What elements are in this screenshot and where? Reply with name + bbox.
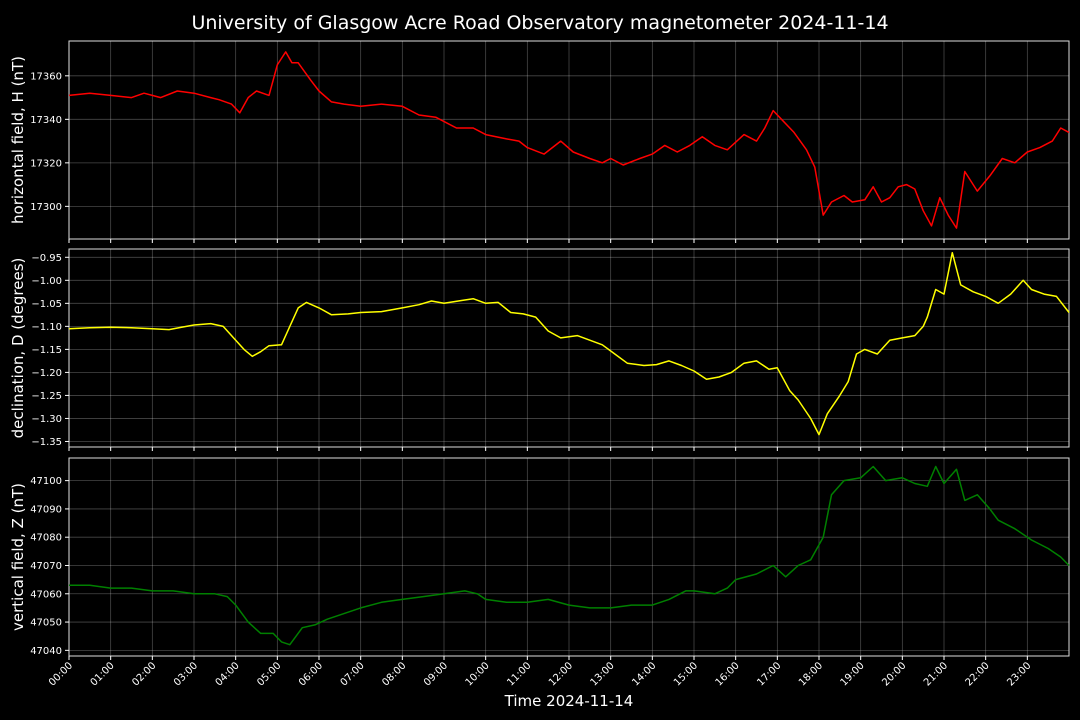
panel-z-ytick-label: 47060 [30,589,62,600]
panel-h-series-line [68,51,1070,229]
panel-z-ytick-label: 47050 [30,618,62,629]
panel-z-ytick-label: 47040 [30,646,62,657]
x-tick-label: 01:00 [89,660,117,688]
x-tick-label: 06:00 [297,660,325,688]
panel-d-ytick-label: −0.95 [31,253,62,264]
x-tick-label: 20:00 [880,660,908,688]
panel-d-ytick-label: −1.35 [31,437,62,448]
x-tick-label: 10:00 [464,660,492,688]
x-tick-label: 02:00 [130,660,158,688]
panel-h-ytick-label: 17300 [30,202,62,213]
panel-z-ytick-label: 47070 [30,561,62,572]
panel-d-frame [68,248,1070,448]
panel-d-ytick-label: −1.20 [31,368,62,379]
panel-z: 47040 47050 47060 47070 47080 47090 47100verti… [9,457,1070,660]
chart-title: University of Glasgow Acre Road Observat… [191,12,888,34]
panel-z-ytick-label: 47090 [30,504,62,515]
x-tick-label: 22:00 [964,660,992,688]
x-tick-label: 03:00 [172,660,200,688]
panel-z-frame [68,457,1070,657]
x-tick-label: 21:00 [922,660,950,688]
panel-z-ytick-label: 47080 [30,533,62,544]
x-axis-label: Time 2024-11-14 [504,692,634,710]
panel-h-frame [68,40,1070,240]
panel-h-y-axis-label: horizontal field, H (nT) [9,56,27,224]
x-tick-label: 16:00 [714,660,742,688]
x-tick-label: 14:00 [630,660,658,688]
x-tick-label: 19:00 [839,660,867,688]
panel-h-ytick-label: 17320 [30,158,62,169]
panel-d-ytick-label: −1.00 [31,276,62,287]
panel-d-ytick-label: −1.05 [31,299,62,310]
panel-z-y-axis-label: vertical field, Z (nT) [9,483,27,631]
x-tick-label: 23:00 [1005,660,1033,688]
panel-h-ytick-label: 17360 [30,71,62,82]
panel-d-ytick-label: −1.10 [31,322,62,333]
panel-h-ytick-label: 17340 [30,115,62,126]
x-tick-label: 08:00 [380,660,408,688]
panel-d-ytick-label: −1.30 [31,414,62,425]
panel-d: −1.35 −1.30 −1.25 −1.20 −1.15 −1.10 −1.05 −1.00… [9,248,1070,451]
panel-z-series-line [69,465,1070,646]
x-tick-label: 17:00 [755,660,783,688]
x-tick-label: 12:00 [547,660,575,688]
x-tick-label: 15:00 [672,660,700,688]
x-tick-label: 18:00 [797,660,825,688]
x-tick-label: 11:00 [505,660,533,688]
x-tick-label: 13:00 [589,660,617,688]
x-tick-label: 00:00 [47,660,75,688]
panel-d-y-axis-label: declination, D (degrees) [9,258,27,439]
x-tick-label: 07:00 [339,660,367,688]
panel-z-ytick-label: 47100 [30,476,62,487]
x-tick-label: 04:00 [214,660,242,688]
x-tick-label: 05:00 [255,660,283,688]
panel-d-ytick-label: −1.25 [31,391,62,402]
x-tick-label: 09:00 [422,660,450,688]
panel-d-ytick-label: −1.15 [31,345,62,356]
panel-d-series-line [68,251,1070,436]
